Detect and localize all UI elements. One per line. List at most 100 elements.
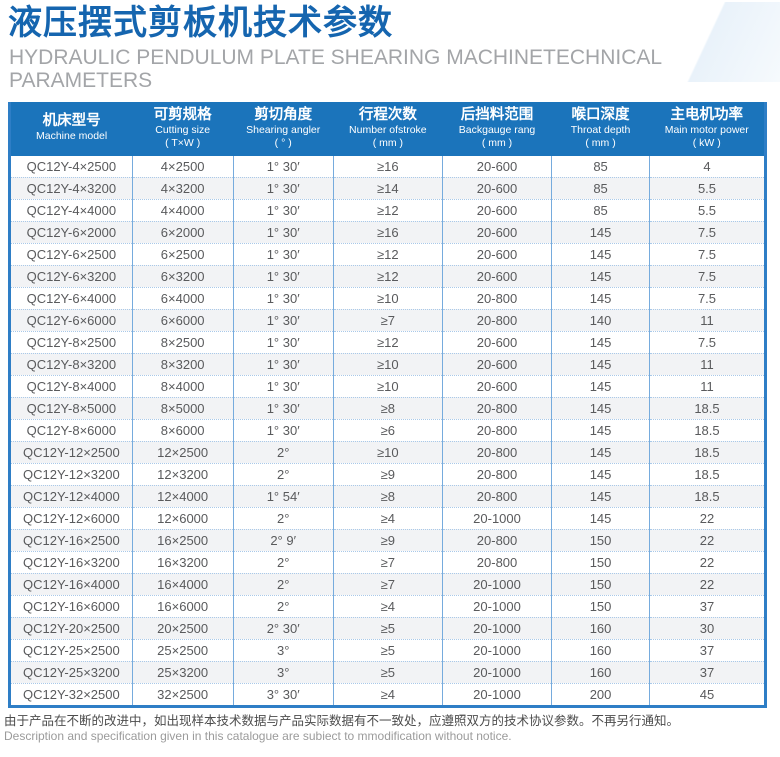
table-cell-col2: 25×2500 xyxy=(132,638,234,662)
table-cell-col6: 150 xyxy=(551,528,650,552)
table-cell-col5: 20-1000 xyxy=(442,682,553,707)
table-cell-col4: ≥10 xyxy=(333,374,443,398)
table-cell-col5: 20-600 xyxy=(442,198,553,222)
table-cell-col4: ≥14 xyxy=(333,176,443,200)
table-row: QC12Y-12×2500 12×2500 2° ≥10 20-800 145 18.5 xyxy=(9,440,766,464)
table-row: QC12Y-4×4000 4×4000 1° 30′ ≥12 20-600 85 5.5 xyxy=(9,198,766,222)
table-cell-col7: 5.5 xyxy=(649,176,766,200)
column-header-6: 喉口深度 Throat depth( mm ) xyxy=(551,101,650,156)
table-cell-col5: 20-1000 xyxy=(442,594,553,618)
table-cell-col2: 4×4000 xyxy=(132,198,234,222)
table-cell-col3: 2° xyxy=(233,506,334,530)
table-cell-col1: QC12Y-6×2500 xyxy=(9,242,133,266)
table-cell-col1: QC12Y-16×4000 xyxy=(9,572,133,596)
table-cell-col1: QC12Y-6×6000 xyxy=(9,308,133,332)
table-cell-col6: 145 xyxy=(551,440,650,464)
table-cell-col7: 18.5 xyxy=(649,484,766,508)
table-cell-col1: QC12Y-8×6000 xyxy=(9,418,133,442)
table-cell-col6: 160 xyxy=(551,638,650,662)
table-row: QC12Y-20×2500 20×2500 2° 30′ ≥5 20-1000 160 30 xyxy=(9,616,766,640)
table-cell-col1: QC12Y-8×2500 xyxy=(9,330,133,354)
page-subtitle: HYDRAULIC PENDULUM PLATE SHEARING MACHIN… xyxy=(9,45,662,93)
table-cell-col3: 2° xyxy=(233,550,334,574)
table-cell-col5: 20-600 xyxy=(442,352,553,376)
table-cell-col5: 20-1000 xyxy=(442,660,553,684)
table-cell-col7: 37 xyxy=(649,660,766,684)
table-cell-col2: 12×2500 xyxy=(132,440,234,464)
specs-table-header: 机床型号 Machine model 可剪规格 Cutting size( T×W )… xyxy=(9,101,766,156)
table-cell-col3: 2° xyxy=(233,440,334,464)
table-cell-col2: 32×2500 xyxy=(132,682,234,707)
table-cell-col2: 12×6000 xyxy=(132,506,234,530)
table-cell-col2: 8×3200 xyxy=(132,352,234,376)
table-row: QC12Y-8×5000 8×5000 1° 30′ ≥8 20-800 145 18.5 xyxy=(9,396,766,420)
table-cell-col1: QC12Y-12×2500 xyxy=(9,440,133,464)
table-cell-col7: 11 xyxy=(649,352,766,376)
table-cell-col3: 1° 30′ xyxy=(233,418,334,442)
table-cell-col6: 85 xyxy=(551,198,650,222)
table-cell-col1: QC12Y-4×2500 xyxy=(9,155,133,178)
table-cell-col4: ≥7 xyxy=(333,308,443,332)
column-header-2: 可剪规格 Cutting size( T×W ) xyxy=(132,101,234,156)
table-cell-col2: 4×3200 xyxy=(132,176,234,200)
table-cell-col5: 20-800 xyxy=(442,440,553,464)
table-cell-col6: 200 xyxy=(551,682,650,707)
table-cell-col6: 145 xyxy=(551,484,650,508)
table-cell-col7: 4 xyxy=(649,155,766,178)
table-row: QC12Y-16×3200 16×3200 2° ≥7 20-800 150 22 xyxy=(9,550,766,574)
table-cell-col6: 140 xyxy=(551,308,650,332)
table-cell-col6: 150 xyxy=(551,550,650,574)
table-cell-col1: QC12Y-8×5000 xyxy=(9,396,133,420)
table-cell-col7: 7.5 xyxy=(649,220,766,244)
table-row: QC12Y-8×2500 8×2500 1° 30′ ≥12 20-600 145 7.5 xyxy=(9,330,766,354)
table-cell-col1: QC12Y-16×6000 xyxy=(9,594,133,618)
table-row: QC12Y-16×6000 16×6000 2° ≥4 20-1000 150 37 xyxy=(9,594,766,618)
table-cell-col6: 150 xyxy=(551,594,650,618)
table-cell-col6: 150 xyxy=(551,572,650,596)
table-cell-col5: 20-600 xyxy=(442,264,553,288)
table-cell-col3: 2° xyxy=(233,594,334,618)
table-cell-col5: 20-800 xyxy=(442,462,553,486)
table-cell-col6: 145 xyxy=(551,374,650,398)
table-cell-col6: 145 xyxy=(551,506,650,530)
table-cell-col2: 4×2500 xyxy=(132,155,234,178)
table-cell-col3: 1° 54′ xyxy=(233,484,334,508)
column-header-1: 机床型号 Machine model xyxy=(9,101,133,156)
table-cell-col4: ≥6 xyxy=(333,418,443,442)
column-header-5: 后挡料范围 Backgauge rang( mm ) xyxy=(442,101,552,156)
table-cell-col4: ≥10 xyxy=(333,286,443,310)
table-cell-col1: QC12Y-12×3200 xyxy=(9,462,133,486)
table-cell-col7: 7.5 xyxy=(649,242,766,266)
table-cell-col4: ≥4 xyxy=(333,682,443,707)
table-cell-col4: ≥12 xyxy=(333,242,443,266)
table-cell-col3: 1° 30′ xyxy=(233,330,334,354)
table-cell-col4: ≥9 xyxy=(333,528,443,552)
table-cell-col5: 20-1000 xyxy=(442,616,553,640)
table-cell-col4: ≥8 xyxy=(333,484,443,508)
table-cell-col1: QC12Y-25×3200 xyxy=(9,660,133,684)
table-cell-col7: 7.5 xyxy=(649,330,766,354)
table-row: QC12Y-6×6000 6×6000 1° 30′ ≥7 20-800 140 11 xyxy=(9,308,766,332)
table-cell-col5: 20-600 xyxy=(442,176,553,200)
footer-notes: 由于产品在不断的改进中，如出现样本技术数据与产品实际数据有不一致处，应遵照双方的… xyxy=(4,713,780,745)
table-cell-col4: ≥12 xyxy=(333,330,443,354)
table-row: QC12Y-6×2000 6×2000 1° 30′ ≥16 20-600 145 7.5 xyxy=(9,220,766,244)
table-cell-col1: QC12Y-12×6000 xyxy=(9,506,133,530)
table-cell-col6: 145 xyxy=(551,418,650,442)
table-cell-col5: 20-600 xyxy=(442,242,553,266)
table-cell-col6: 145 xyxy=(551,242,650,266)
table-cell-col4: ≥16 xyxy=(333,155,443,178)
table-cell-col4: ≥10 xyxy=(333,440,443,464)
table-cell-col6: 145 xyxy=(551,330,650,354)
table-row: QC12Y-8×6000 8×6000 1° 30′ ≥6 20-800 145 18.5 xyxy=(9,418,766,442)
table-cell-col1: QC12Y-4×3200 xyxy=(9,176,133,200)
table-cell-col3: 3° 30′ xyxy=(233,682,334,707)
table-row: QC12Y-32×2500 32×2500 3° 30′ ≥4 20-1000 200 45 xyxy=(9,682,766,707)
table-cell-col2: 16×3200 xyxy=(132,550,234,574)
table-row: QC12Y-6×3200 6×3200 1° 30′ ≥12 20-600 145 7.5 xyxy=(9,264,766,288)
table-cell-col4: ≥12 xyxy=(333,264,443,288)
table-cell-col1: QC12Y-6×2000 xyxy=(9,220,133,244)
table-cell-col3: 1° 30′ xyxy=(233,242,334,266)
table-cell-col6: 145 xyxy=(551,352,650,376)
table-cell-col6: 160 xyxy=(551,660,650,684)
